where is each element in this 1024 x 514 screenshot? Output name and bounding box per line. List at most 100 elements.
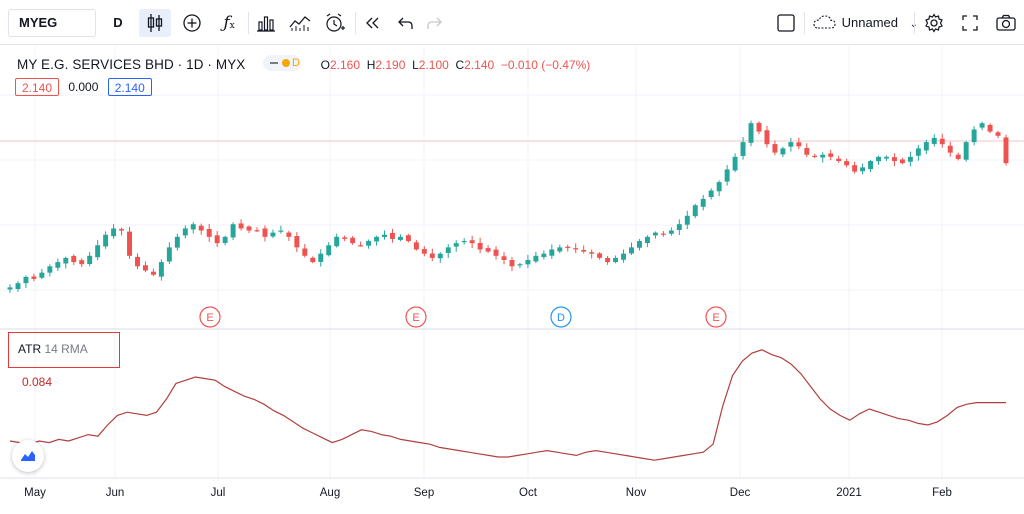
settings-button[interactable] (920, 9, 948, 37)
toolbar-separator (248, 12, 249, 34)
candle-body (836, 158, 842, 162)
interval-button[interactable]: D (113, 15, 123, 30)
candle-body (429, 253, 435, 258)
layout-name: Unnamed (841, 15, 898, 30)
candle-body (382, 234, 387, 238)
delayed-label: D (292, 57, 300, 69)
alert-button[interactable] (320, 9, 350, 37)
time-axis[interactable]: May Jun Jul Aug Sep Oct Nov Dec 2021 Feb (24, 487, 952, 499)
add-indicator-button[interactable] (177, 9, 207, 37)
screenshot-button[interactable] (992, 9, 1020, 37)
candle-body (621, 253, 627, 260)
candle-body (517, 264, 523, 266)
bar-chart-icon (257, 16, 275, 32)
earnings-marker[interactable]: E (705, 306, 727, 328)
undo-button[interactable] (392, 9, 420, 37)
candle-body (55, 262, 61, 268)
dividend-marker[interactable]: D (550, 306, 572, 328)
candle-body (326, 245, 332, 256)
candle-body (796, 142, 802, 147)
candle-body (47, 266, 53, 273)
candle-body (413, 242, 419, 250)
candle-body (812, 155, 818, 157)
candle-body (979, 123, 985, 128)
buy-price[interactable]: 2.140 (107, 78, 152, 96)
candle-body (469, 240, 475, 244)
candle-body (214, 235, 220, 244)
bar-chart-button[interactable] (251, 9, 281, 37)
symbol-search[interactable]: MYEG (8, 9, 96, 37)
time-axis-label: Aug (320, 487, 340, 499)
candle-body (652, 232, 658, 236)
toolbar-separator (804, 12, 805, 34)
close-value: 2.140 (464, 58, 495, 72)
candle-body (533, 255, 539, 262)
candle-body (716, 182, 722, 192)
market-status-badge[interactable]: D (263, 55, 302, 71)
candle-body (955, 154, 961, 159)
compare-button[interactable] (285, 9, 315, 37)
earnings-marker[interactable]: E (405, 306, 427, 328)
candle-body (756, 122, 762, 132)
fx-icon[interactable]: ƒx (223, 13, 235, 33)
candle-body (860, 167, 866, 172)
chart-type-button[interactable] (139, 9, 171, 37)
candle-body (899, 159, 905, 164)
chevron-down-icon: ⌄ (910, 19, 918, 30)
replay-button[interactable] (358, 9, 388, 37)
candle-body (605, 257, 611, 263)
candle-body (79, 260, 85, 265)
candle-body (868, 161, 874, 170)
candle-body (71, 255, 77, 263)
candle-body (589, 252, 595, 254)
candle-body (366, 241, 372, 246)
candle-body (629, 247, 634, 254)
symbol-title[interactable]: MY E.G. SERVICES BHD · 1D · MYX (17, 57, 246, 72)
candlestick-series (7, 120, 1009, 293)
svg-text:D: D (557, 312, 565, 324)
candle-body (573, 248, 579, 250)
earnings-marker[interactable]: E (199, 306, 221, 328)
layout-menu[interactable]: Unnamed ⌄ (812, 9, 918, 37)
candle-body (923, 142, 929, 151)
candle-body (262, 228, 268, 237)
atr-legend[interactable]: ATR 14 RMA 0.084 (8, 332, 120, 389)
candle-body (174, 236, 180, 248)
replay-icon (366, 17, 379, 29)
bid-ask-row: 2.140 0.000 2.140 (15, 78, 152, 96)
candle-body (772, 144, 778, 153)
status-dot-icon (282, 59, 291, 67)
candle-body (461, 241, 467, 243)
candle-body (493, 249, 499, 256)
redo-icon (427, 17, 442, 29)
candle-body (939, 138, 945, 145)
candle-body (597, 253, 603, 258)
candle-body (963, 142, 969, 160)
alert-icon (326, 13, 345, 32)
candle-body (541, 253, 547, 258)
tradingview-logo[interactable] (12, 440, 44, 472)
atr-line (9, 349, 1006, 461)
close-key: C (455, 58, 465, 72)
candle-body (150, 271, 156, 275)
select-button[interactable] (772, 9, 800, 37)
candle-body (374, 236, 379, 242)
redo-button[interactable] (420, 9, 448, 37)
candles-icon (147, 14, 163, 32)
candle-body (246, 226, 252, 231)
sell-price[interactable]: 2.140 (15, 78, 60, 96)
svg-text:E: E (206, 312, 213, 324)
time-axis-label: May (24, 487, 46, 499)
candle-body (342, 237, 348, 239)
atr-name: ATR (18, 342, 42, 356)
svg-text:E: E (712, 312, 719, 324)
candle-body (852, 165, 858, 172)
camera-icon (996, 14, 1016, 31)
candle-body (987, 124, 993, 132)
candle-body (915, 148, 921, 156)
fullscreen-button[interactable] (956, 9, 984, 37)
candle-body (87, 255, 93, 264)
candle-body (748, 123, 754, 143)
